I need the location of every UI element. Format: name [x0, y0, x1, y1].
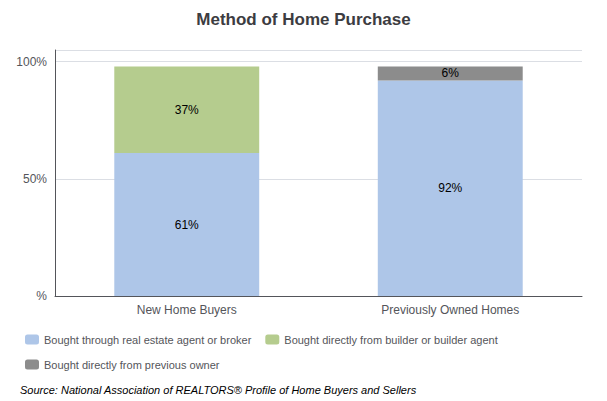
svg-text:50%: 50%	[23, 172, 47, 186]
svg-text:92%: 92%	[438, 181, 462, 195]
svg-text:Bought through real estate age: Bought through real estate agent or brok…	[44, 334, 252, 346]
svg-text:%: %	[36, 289, 47, 303]
svg-text:61%: 61%	[175, 218, 199, 232]
svg-text:37%: 37%	[175, 103, 199, 117]
svg-text:Bought directly from previous: Bought directly from previous owner	[44, 359, 220, 371]
svg-text:Previously Owned Homes: Previously Owned Homes	[381, 303, 519, 317]
svg-text:6%: 6%	[442, 66, 460, 80]
svg-text:Source: National Association o: Source: National Association of REALTORS…	[20, 384, 417, 396]
svg-text:Method of Home Purchase: Method of Home Purchase	[196, 10, 410, 29]
svg-text:Bought directly from builder o: Bought directly from builder or builder …	[284, 334, 497, 346]
svg-text:100%: 100%	[16, 55, 47, 69]
svg-text:New Home Buyers: New Home Buyers	[137, 303, 237, 317]
